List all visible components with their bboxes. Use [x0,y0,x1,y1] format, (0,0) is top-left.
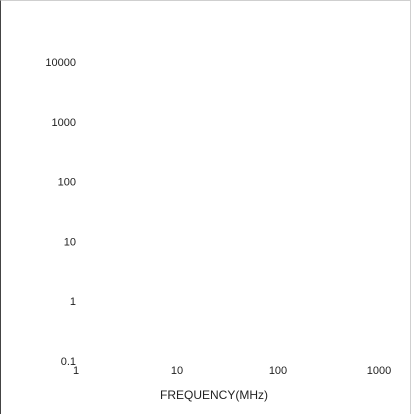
y-tick-label: 1000 [52,117,76,129]
x-axis-title: FREQUENCY(MHz) [160,388,268,402]
y-tick-label: 10000 [45,57,76,69]
y-tick-label: 0.1 [61,356,76,368]
y-tick-label: 10 [64,236,76,248]
x-tick-label: 1000 [367,365,391,377]
y-tick-label: 100 [58,177,76,189]
x-tick-label: 10 [171,365,183,377]
x-tick-labels: 1 10 100 1000 [73,365,391,377]
y-tick-labels: 0.1 1 10 100 1000 10000 [45,57,76,368]
x-tick-label: 100 [269,365,287,377]
y-tick-label: 1 [70,296,76,308]
x-tick-label: 1 [73,365,79,377]
